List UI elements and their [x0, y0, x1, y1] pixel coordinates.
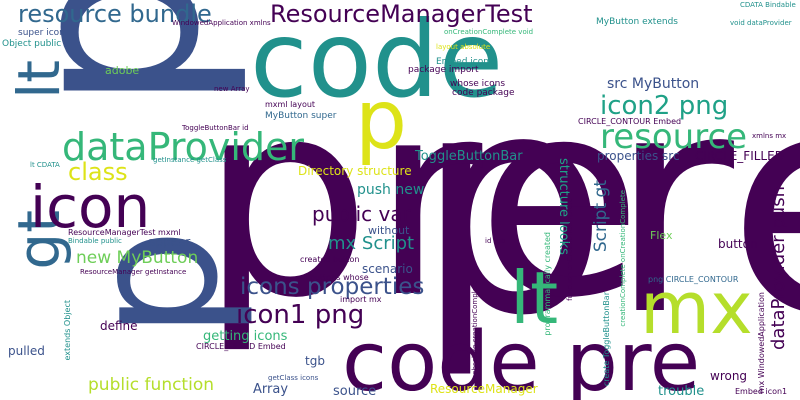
word: properties src: [597, 149, 680, 163]
word: create ToggleButtonBar: [602, 292, 611, 387]
word: new Array: [214, 85, 250, 93]
word: mx Script: [328, 233, 415, 254]
word: png CIRCLE_CONTOUR: [648, 275, 739, 284]
word: ToggleButtonBar: [415, 149, 523, 164]
word: created button: [300, 255, 360, 264]
word: code: [250, 0, 504, 121]
word: ResourceManagerTest mxml: [68, 228, 181, 237]
word: whose icons: [450, 79, 506, 89]
word: ResourceManager: [430, 382, 538, 396]
word: p: [355, 73, 408, 168]
word: code pre: [342, 315, 701, 400]
word: tgb: [305, 354, 325, 368]
word: icon1 png: [236, 300, 365, 330]
word: super icon: [18, 28, 65, 38]
word: CIRCLE_FILLED Embed: [196, 342, 286, 351]
word: ResourceManager getInstance: [80, 268, 187, 276]
word: Bindable public: [68, 237, 122, 245]
word: extends Object: [63, 300, 72, 361]
word: public function: [88, 375, 214, 395]
word: programmatically created: [543, 232, 552, 336]
word: source: [333, 384, 377, 399]
word: resource bundle: [18, 0, 212, 28]
word: creationComplete onCreationComplete: [619, 190, 627, 327]
word: icon2 png: [600, 91, 729, 121]
word: push new: [357, 182, 425, 198]
word: CIRCLE_FILLED: [695, 149, 784, 163]
word: pulled: [8, 344, 45, 358]
word: absolute creationComplete: [471, 280, 479, 375]
word: Script gt: [591, 180, 611, 253]
word: scenario: [362, 262, 413, 276]
word: WindowedApplication xmlns: [172, 19, 271, 27]
word: getClass icons: [268, 374, 319, 382]
word: mx: [640, 266, 753, 350]
word: function onCreationComplete: [566, 198, 574, 301]
word: Embed icon2: [436, 57, 495, 67]
word: lt: [510, 256, 559, 340]
word: class: [68, 158, 128, 186]
word: define: [100, 319, 138, 333]
word: Embed icon1: [735, 387, 788, 396]
word: import mx: [340, 295, 382, 304]
word: trouble: [658, 384, 705, 399]
word: src MyButton: [607, 76, 700, 92]
word: CIRCLE_CONTOUR Embed: [578, 117, 682, 126]
word: mx WindowedApplication: [757, 292, 766, 394]
word: appear: [148, 235, 191, 249]
word: Directory structure: [298, 164, 412, 178]
word: Array: [253, 382, 289, 397]
word: public var: [312, 202, 411, 226]
word: Object public: [2, 39, 62, 49]
word: icons properties: [240, 274, 425, 300]
word: pre: [415, 27, 800, 382]
word: icon: [30, 173, 151, 241]
word: ToggleButtonBar id: [182, 124, 249, 132]
word: onCreationComplete void: [444, 28, 534, 36]
word: dataProvider: [62, 125, 305, 169]
word: Flex: [650, 229, 673, 242]
word: button: [718, 237, 758, 251]
word: buttons whose: [310, 273, 369, 282]
word: ResourceManagerTest: [270, 0, 533, 28]
word: layout absolute: [436, 43, 491, 51]
word: without: [368, 224, 410, 237]
word: structure looks: [556, 158, 571, 255]
word: getInstance getClass: [153, 156, 227, 164]
word: CDATA Bindable: [740, 1, 796, 9]
word: code package: [452, 88, 515, 98]
word: MyButton super: [265, 111, 337, 121]
word: id tgb: [485, 237, 506, 245]
word: dataProvider push: [768, 186, 789, 350]
word: new MyButton: [76, 248, 199, 268]
word: MyButton extends: [596, 17, 678, 27]
word: pre: [200, 42, 643, 357]
word: mxml layout: [265, 100, 316, 109]
word: xmlns mx: [752, 132, 787, 140]
word: wrong: [710, 369, 748, 383]
word: package import: [408, 65, 479, 75]
word: adobe: [105, 64, 140, 77]
word: void dataProvider: [730, 19, 792, 27]
word: lt CDATA: [30, 161, 60, 169]
word: getting icons: [203, 329, 288, 344]
word: resource: [600, 117, 748, 157]
word: lt: [5, 60, 73, 99]
